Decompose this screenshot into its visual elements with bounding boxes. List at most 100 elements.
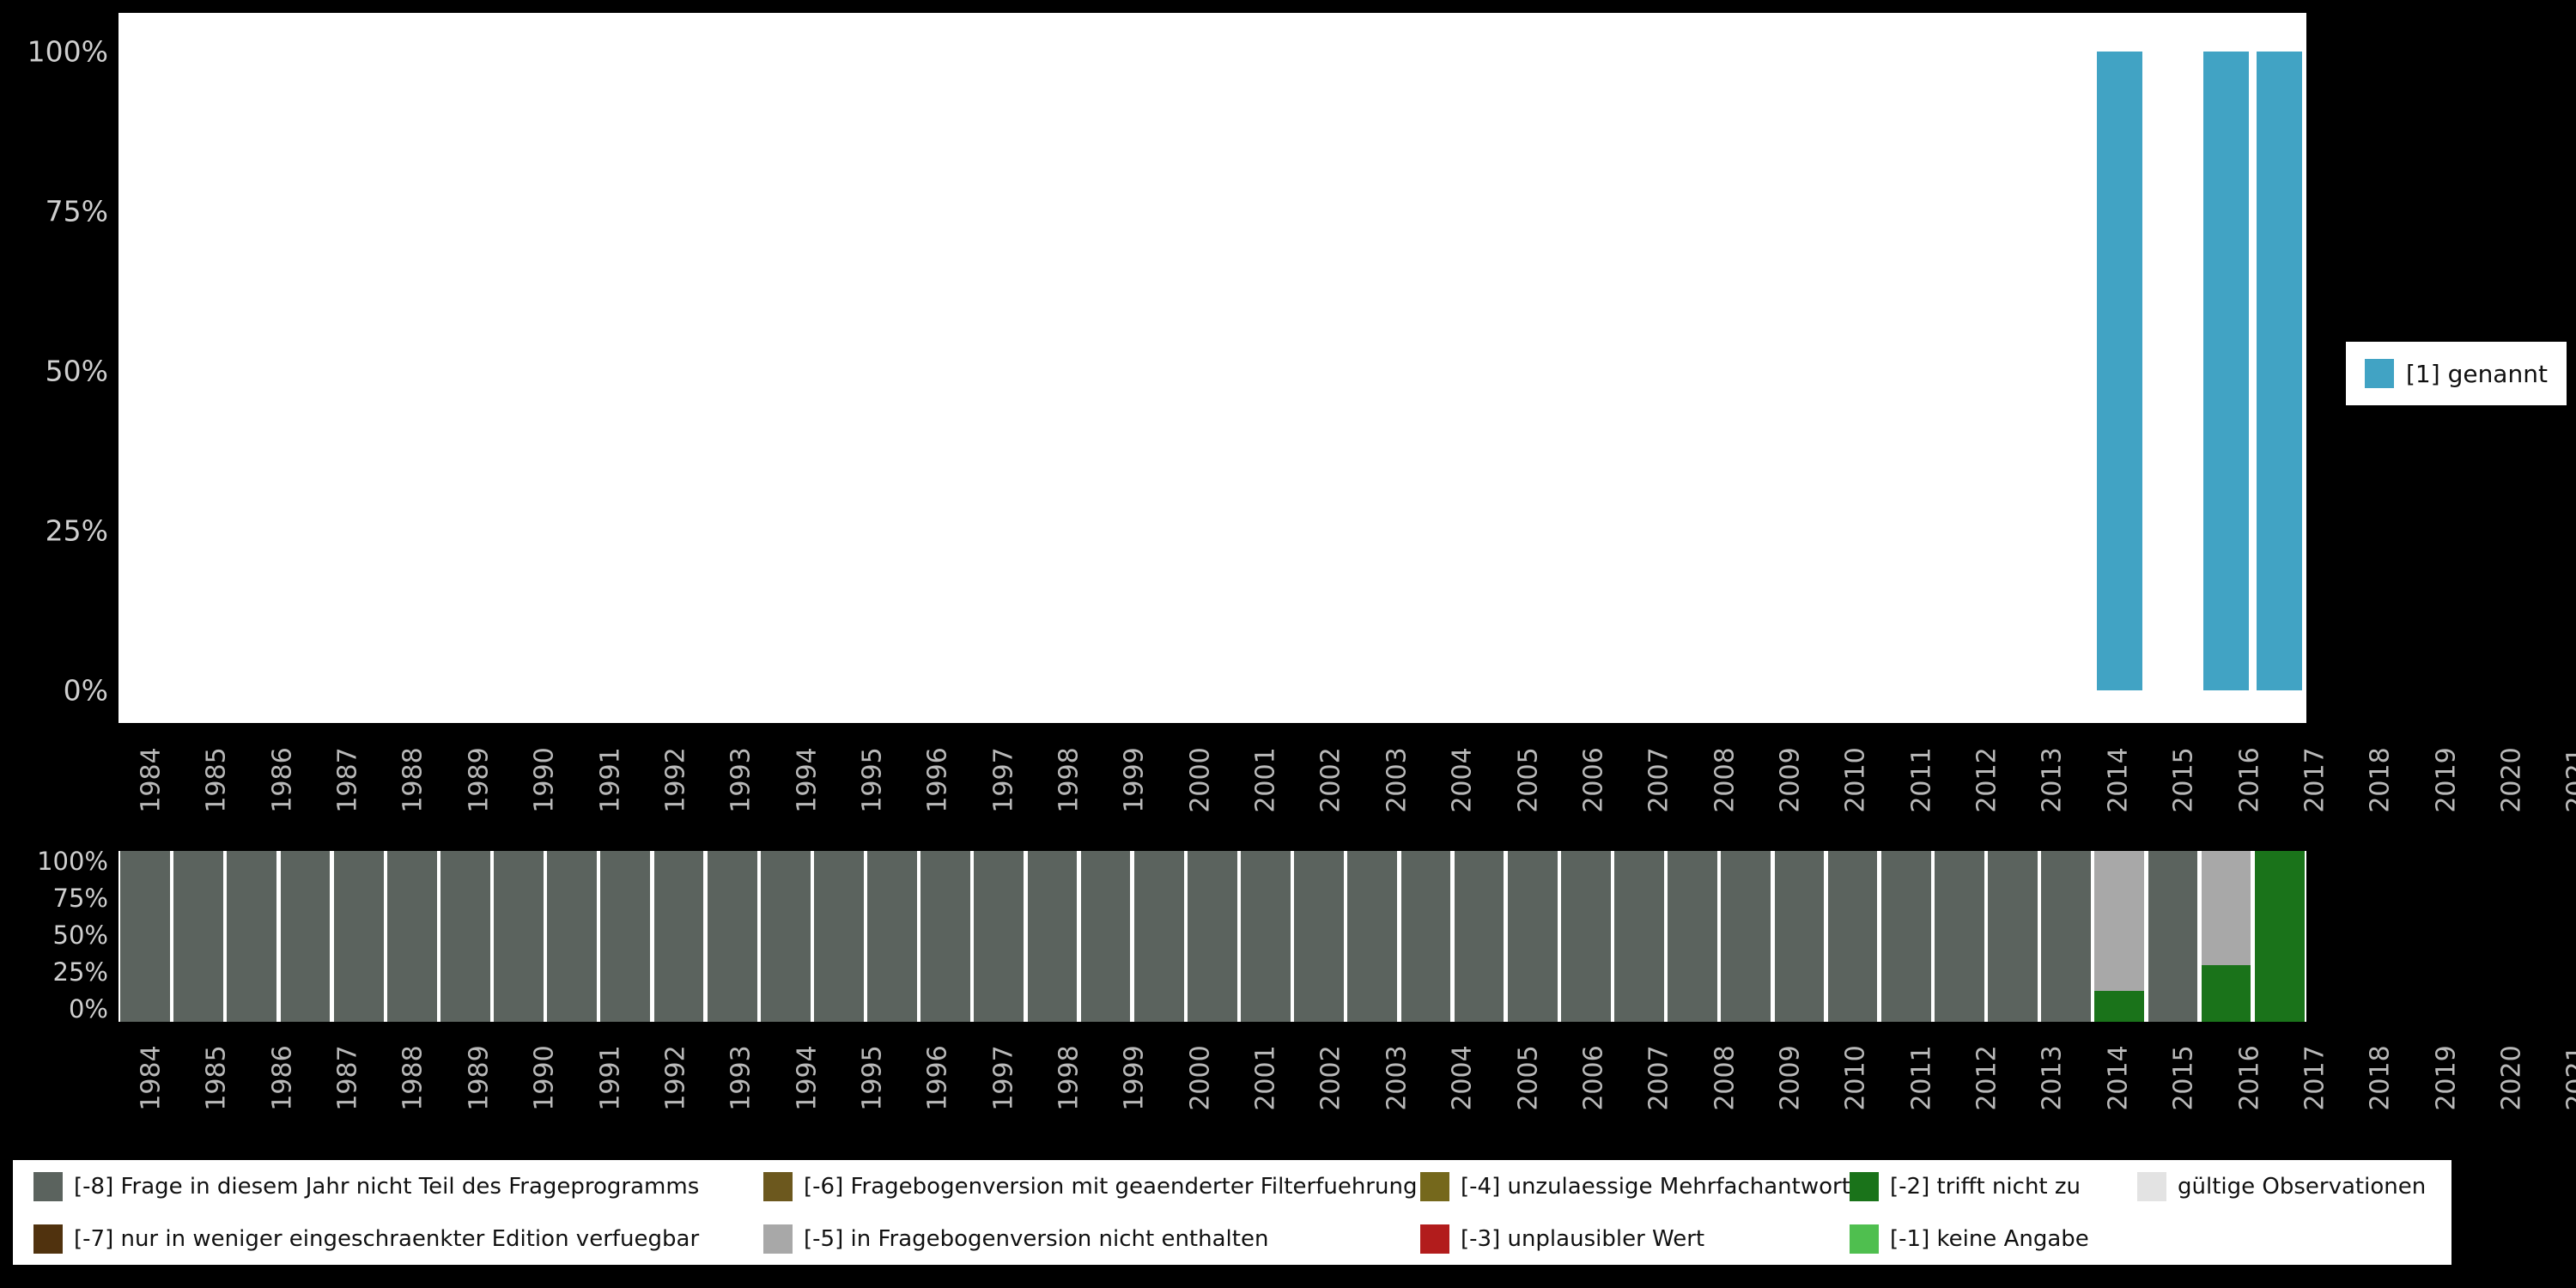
stack-segment-2007 — [1347, 851, 1398, 1022]
x-tick-label-2013: 2013 — [2038, 1044, 2069, 1111]
x-tick-label-2006: 2006 — [1578, 1044, 1609, 1111]
stack-slot-1994 — [652, 851, 705, 1022]
bar-slot-1990 — [439, 52, 492, 690]
x-tick-slot: 2005 — [1496, 1030, 1561, 1125]
bar-slot-2018 — [1933, 52, 1986, 690]
x-tick-label-2019: 2019 — [2431, 746, 2462, 813]
bottom-plot-background — [118, 851, 2306, 1022]
bar-slot-2024 — [2253, 52, 2306, 690]
stack-slot-2018 — [1933, 851, 1986, 1022]
x-tick-label-1997: 1997 — [988, 746, 1019, 813]
stack-slot-1986 — [225, 851, 278, 1022]
stack-segment-1996 — [760, 851, 811, 1022]
stack-slot-1987 — [278, 851, 331, 1022]
x-tick-label-2016: 2016 — [2234, 746, 2265, 813]
bar-slot-2004 — [1186, 52, 1239, 690]
stack-slot-2005 — [1239, 851, 1292, 1022]
stack-slot-2004 — [1186, 851, 1239, 1022]
bar-slot-2013 — [1666, 52, 1719, 690]
bar-slot-1994 — [652, 52, 705, 690]
bar-slot-1987 — [278, 52, 331, 690]
x-tick-slot: 1995 — [840, 728, 905, 831]
top-plot-area — [118, 52, 2306, 690]
x-tick-slot: 1986 — [250, 1030, 315, 1125]
x-tick-label-2017: 2017 — [2300, 1044, 2330, 1111]
x-tick-label-1999: 1999 — [1120, 1044, 1151, 1111]
x-tick-label-1993: 1993 — [726, 1044, 756, 1111]
x-tick-slot: 1989 — [447, 1030, 512, 1125]
x-tick-slot: 2015 — [2151, 1030, 2216, 1125]
stack-segment-2015 — [1774, 851, 1825, 1022]
bar-slot-2016 — [1826, 52, 1880, 690]
x-tick-slot: 2010 — [1823, 728, 1888, 831]
x-tick-slot: 2015 — [2151, 728, 2216, 831]
x-tick-slot: 1987 — [315, 1030, 380, 1125]
x-tick-label-1998: 1998 — [1054, 1044, 1084, 1111]
bar-slot-1984 — [118, 52, 172, 690]
x-tick-slot: 1984 — [118, 1030, 184, 1125]
x-tick-label-1990: 1990 — [529, 1044, 560, 1111]
bar-slot-1997 — [812, 52, 866, 690]
y-tick-label: 0% — [63, 673, 108, 708]
x-tick-slot: 1990 — [512, 728, 577, 831]
stack-slot-2022 — [2146, 851, 2199, 1022]
top-legend-label: [1] genannt — [2406, 359, 2548, 388]
y-tick-label: 25% — [52, 957, 108, 987]
stack-segment-2020 — [2041, 851, 2092, 1022]
x-tick-label-2013: 2013 — [2038, 746, 2069, 813]
x-tick-label-1992: 1992 — [660, 746, 691, 813]
stack-segment-1987 — [280, 851, 331, 1022]
stack-slot-2021 — [2093, 851, 2146, 1022]
bar-2021 — [2096, 52, 2142, 690]
legend-swatch-icon-4 — [1420, 1171, 1449, 1201]
x-tick-label-2000: 2000 — [1185, 1044, 1216, 1111]
legend-item-label: gültige Observationen — [2178, 1173, 2427, 1200]
x-tick-slot: 2006 — [1561, 1030, 1626, 1125]
stack-segment-2023 — [2201, 851, 2251, 966]
stack-segment-1984 — [120, 851, 170, 1022]
x-tick-slot: 1994 — [775, 1030, 840, 1125]
stack-slot-1992 — [545, 851, 598, 1022]
x-tick-label-2018: 2018 — [2365, 746, 2396, 813]
x-tick-label-1989: 1989 — [464, 1044, 495, 1111]
x-tick-label-2007: 2007 — [1643, 1044, 1674, 1111]
x-tick-label-1988: 1988 — [398, 1044, 429, 1111]
legend-swatch-icon-1 — [33, 1224, 63, 1254]
stack-slot-2008 — [1399, 851, 1452, 1022]
bar-2023 — [2202, 52, 2250, 690]
stack-segment-2024 — [2254, 851, 2305, 1022]
x-tick-slot: 2019 — [2414, 1030, 2479, 1125]
x-tick-slot: 1995 — [840, 1030, 905, 1125]
bar-slot-2007 — [1346, 52, 1399, 690]
legend-swatch-icon-3 — [763, 1224, 793, 1254]
x-tick-slot: 1991 — [578, 728, 643, 831]
x-tick-slot: 1998 — [1036, 728, 1102, 831]
stack-segment-1988 — [333, 851, 384, 1022]
bar-slot-2005 — [1239, 52, 1292, 690]
stack-segment-2023 — [2201, 965, 2251, 1022]
x-tick-label-2000: 2000 — [1185, 746, 1216, 813]
y-tick-label: 50% — [52, 920, 108, 950]
bar-slot-2020 — [2039, 52, 2093, 690]
x-tick-slot: 2002 — [1298, 728, 1364, 831]
legend-item-label: [-4] unzulaessige Mehrfachantwort — [1461, 1173, 1850, 1200]
x-tick-slot: 2014 — [2086, 728, 2151, 831]
x-tick-label-1985: 1985 — [202, 746, 233, 813]
stack-segment-2022 — [2148, 851, 2198, 1022]
stack-slot-1984 — [118, 851, 172, 1022]
x-tick-slot: 2012 — [1954, 728, 2020, 831]
legend-swatch-icon-0 — [33, 1171, 63, 1201]
stack-segment-1986 — [227, 851, 277, 1022]
stack-slot-2024 — [2253, 851, 2306, 1022]
stack-slot-1989 — [386, 851, 439, 1022]
x-tick-slot: 1985 — [184, 1030, 249, 1125]
y-tick-label: 75% — [45, 194, 108, 228]
y-tick-label: 75% — [52, 884, 108, 913]
legend-item-6: [-2] trifft nicht zu — [1850, 1171, 2137, 1201]
bar-slot-2000 — [972, 52, 1025, 690]
x-tick-slot: 2020 — [2479, 1030, 2544, 1125]
stack-segment-1985 — [173, 851, 224, 1022]
stack-slot-1996 — [759, 851, 812, 1022]
legend-item-1: [-7] nur in weniger eingeschraenkter Edi… — [33, 1224, 763, 1254]
